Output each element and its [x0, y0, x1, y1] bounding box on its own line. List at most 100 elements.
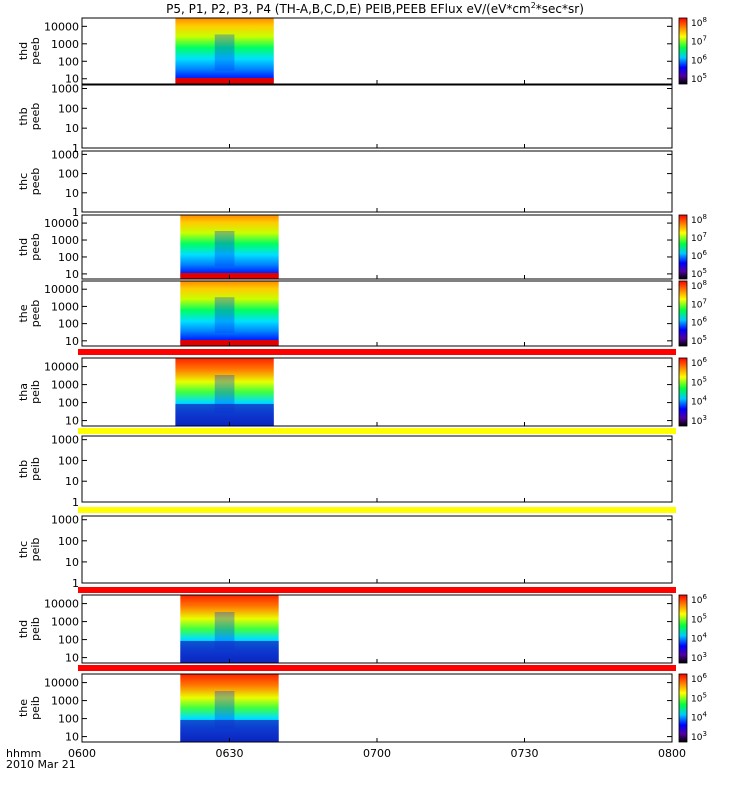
panel-tha-peib: 106 105 104 103 10000 1000 100 10 tha peib [17, 356, 707, 428]
colorbar-scale [678, 673, 688, 743]
y-tick-label: 1000 [51, 148, 79, 161]
y-axis-label-instrument: peib [29, 538, 42, 562]
y-axis-label-instrument: peib [29, 380, 42, 404]
y-tick-label: 1000 [51, 434, 79, 447]
y-tick-label: 1000 [51, 514, 79, 527]
y-axis-label-instrument: peeb [29, 300, 42, 328]
y-axis-label-probe: thb [17, 460, 30, 478]
y-axis-label-probe: thd [17, 620, 30, 638]
colorbar-tick-label: 104 [691, 632, 707, 645]
y-axis-label-instrument: peeb [29, 168, 42, 196]
y-axis-label: thb peeb [17, 103, 42, 131]
colorbar-tick-label: 106 [691, 316, 707, 329]
status-flag-bar [78, 349, 676, 355]
y-tick-label: 1 [72, 206, 79, 219]
colorbar: 106 105 104 103 [678, 593, 707, 664]
y-tick-label: 100 [58, 55, 79, 68]
y-axis-label-instrument: peeb [29, 37, 42, 65]
y-tick-label: 10 [65, 475, 79, 488]
colorbar-scale [678, 17, 688, 85]
spectrogram-feature [214, 612, 235, 650]
time-axis-label-date: 2010 Mar 21 [6, 758, 76, 771]
colorbar-tick-label: 105 [691, 72, 707, 85]
separator-bars [78, 349, 676, 671]
y-axis-label: thd peeb [17, 37, 42, 65]
y-axis-label-probe: thd [17, 238, 30, 256]
y-axis-label-probe: the [17, 304, 30, 322]
status-flag-bar [78, 428, 676, 434]
y-tick-label: 10 [65, 556, 79, 569]
y-tick-label: 10000 [44, 598, 79, 611]
figure-title: P5, P1, P2, P3, P4 (TH-A,B,C,D,E) PEIB,P… [166, 1, 584, 16]
y-tick-label: 100 [58, 168, 79, 181]
colorbar-tick-label: 105 [691, 612, 707, 625]
panel-frame [81, 435, 673, 503]
low-energy-band [175, 78, 274, 84]
panel-thd-peib: 106 105 104 103 10000 1000 100 10 thd peib [17, 593, 707, 665]
y-axis-label: thd peib [17, 617, 42, 641]
time-axis: hhmm 2010 Mar 21 0600 0630 0700 0730 0800 [6, 747, 686, 771]
colorbar-scale [678, 280, 688, 347]
colorbar: 106 105 104 103 [678, 672, 707, 743]
low-energy-band [180, 720, 279, 742]
panel-thd-peeb: 108 107 106 105 10000 1000 100 10 thd peeb [17, 213, 707, 281]
y-tick-label: 100 [58, 397, 79, 410]
colorbar-tick-label: 105 [691, 691, 707, 704]
status-flag-bar [78, 587, 676, 593]
colorbar-tick-label: 106 [691, 53, 707, 66]
y-tick-label: 10000 [44, 677, 79, 690]
panel-frame [81, 150, 673, 213]
y-axis-label-instrument: peib [29, 457, 42, 481]
y-axis-label-probe: thb [17, 107, 30, 125]
status-flag-bar [78, 665, 676, 671]
y-tick-label: 10000 [44, 20, 79, 33]
y-axis-label: thc peib [17, 538, 42, 562]
spectrogram-data-block [180, 281, 279, 346]
colorbar: 108 107 106 105 [678, 213, 707, 280]
x-tick-label: 0800 [658, 747, 686, 760]
y-axis-label: the peeb [17, 300, 42, 328]
panel-thd-peeb: 108 107 106 105 10000 1000 100 10 thd peeb [17, 16, 707, 86]
spectrogram-feature [214, 34, 235, 71]
colorbar-tick-label: 108 [691, 279, 707, 292]
y-tick-label: 100 [58, 634, 79, 647]
colorbar-scale [678, 594, 688, 664]
y-axis-label-instrument: peib [29, 696, 42, 720]
y-tick-label: 10 [65, 731, 79, 744]
low-energy-band [180, 641, 279, 663]
y-tick-label: 1000 [51, 379, 79, 392]
y-axis-label-instrument: peib [29, 617, 42, 641]
spectrogram-data-block [180, 215, 279, 279]
y-tick-label: 10000 [44, 283, 79, 296]
low-energy-band [175, 404, 274, 426]
colorbar-tick-label: 103 [691, 414, 707, 427]
y-tick-label: 10 [65, 335, 79, 348]
panel-thc-peeb: 1000 100 10 1 thc peeb [17, 148, 673, 219]
panel-the-peeb: 108 107 106 105 10000 1000 100 10 the peeb [17, 279, 707, 348]
panel-frame [81, 594, 673, 664]
y-tick-label: 10 [65, 268, 79, 281]
y-tick-label: 1000 [51, 38, 79, 51]
panel-frame [81, 280, 673, 347]
spectrogram-feature [214, 297, 235, 333]
colorbar-scale [678, 214, 688, 280]
y-tick-label: 100 [58, 535, 79, 548]
colorbar-tick-label: 106 [691, 356, 707, 369]
panel-the-peib: 106 105 104 103 10000 1000 100 10 the peib [17, 672, 707, 744]
colorbar-tick-label: 108 [691, 213, 707, 226]
y-axis-label: thd peeb [17, 233, 42, 261]
y-tick-label: 100 [58, 102, 79, 115]
y-tick-label: 1000 [51, 300, 79, 313]
x-tick-label: 0730 [511, 747, 539, 760]
x-tick-label: 0600 [68, 747, 96, 760]
y-axis-label: thb peib [17, 457, 42, 481]
colorbar-tick-label: 104 [691, 395, 707, 408]
panel-frame [81, 357, 673, 427]
panel-frame [81, 17, 673, 85]
x-tick-label: 0700 [363, 747, 391, 760]
y-axis-label-probe: thc [17, 173, 30, 190]
colorbar-tick-label: 106 [691, 672, 707, 685]
panel-frame [81, 84, 673, 149]
